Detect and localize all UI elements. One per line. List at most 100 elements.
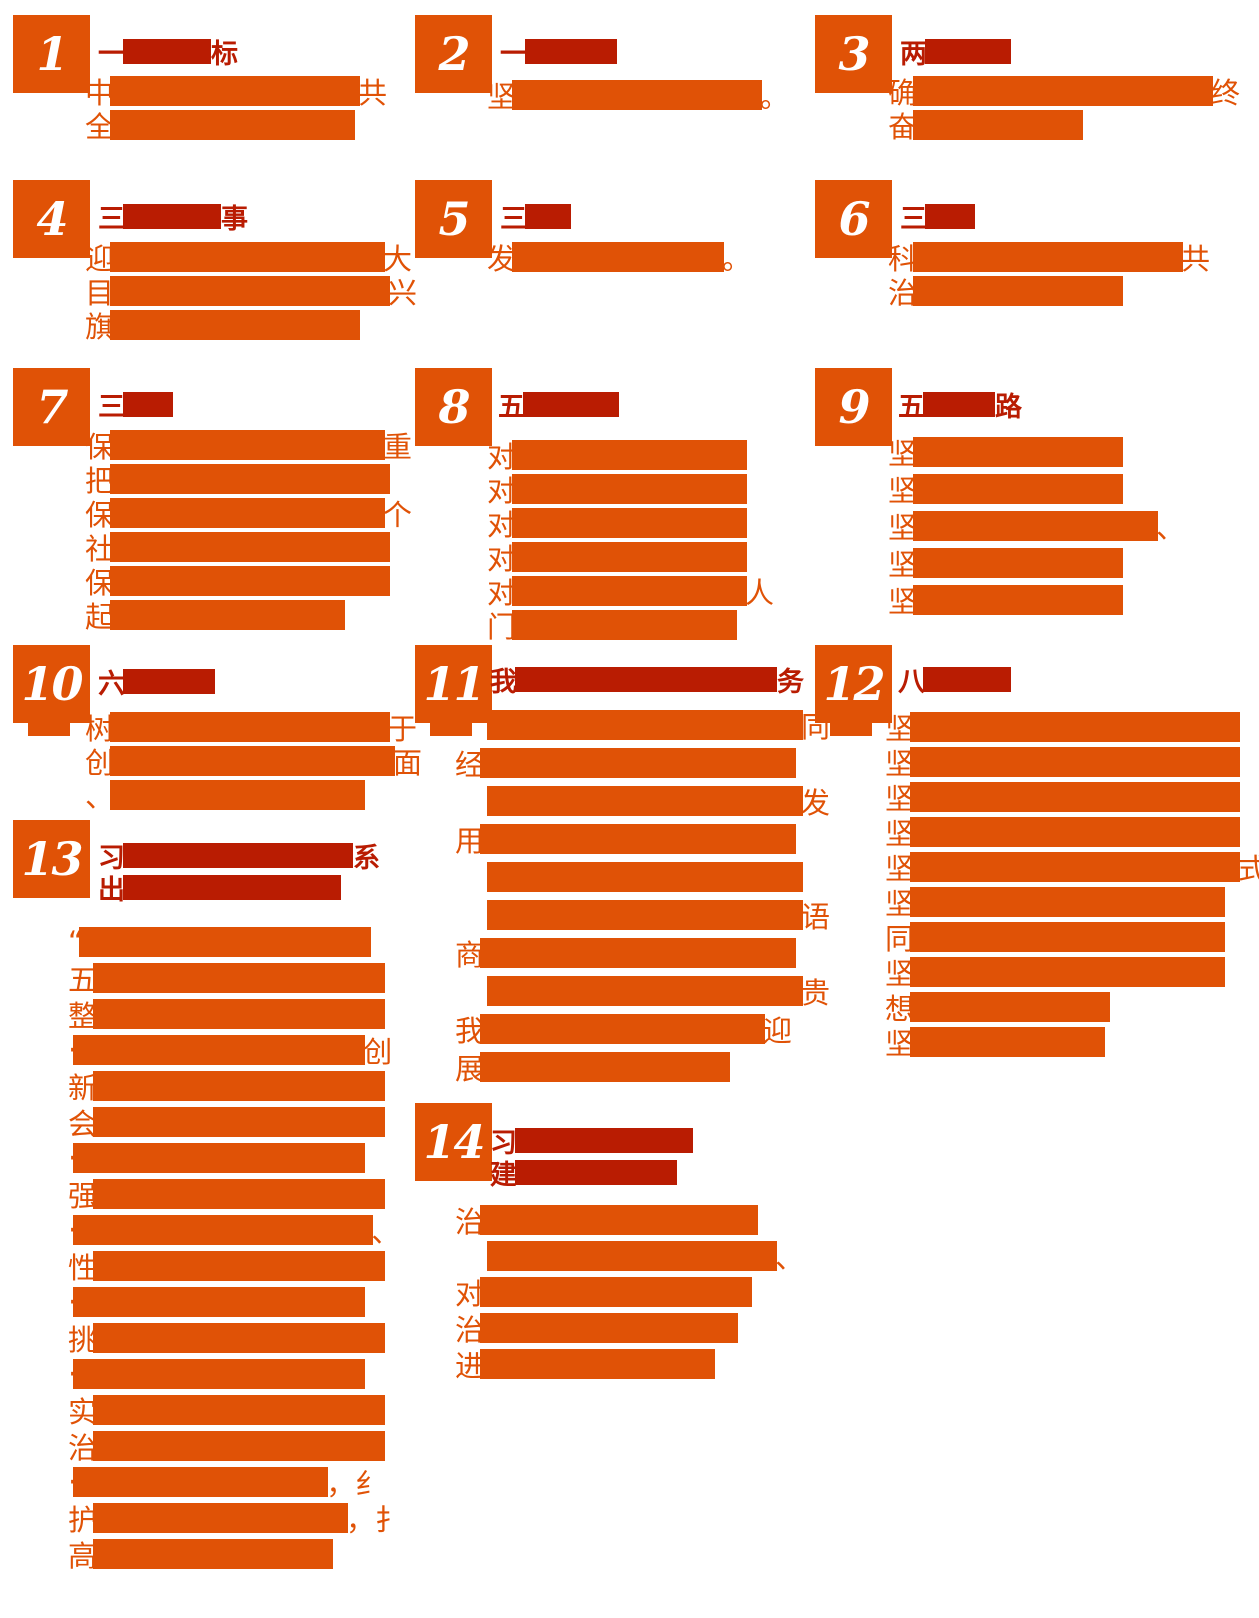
body-visible-text: 对 [487,473,517,508]
body-visible-text: 对 [487,575,517,610]
body-visible-text: ，纟 [326,1466,385,1501]
item-6-number-badge: 6 [815,180,892,258]
item-14-body-line: 治 [455,1311,739,1347]
body-visible-text: 起 [85,599,115,634]
item-12-body-line: 坚 [885,885,1226,921]
item-3-number-badge: 3 [815,15,892,93]
body-redaction-block [913,75,1214,106]
item-8-body-line: 对 [487,506,748,542]
body-redaction-block [480,1013,766,1044]
body-redaction-block [110,779,366,810]
item-11-body-line: 语 [455,898,830,934]
body-visible-text: 共 [1181,241,1211,276]
body-redaction-block [73,1286,366,1317]
body-visible-text: 实 [68,1394,98,1429]
body-visible-text: 坚 [888,510,918,545]
item-7-body-line: 保重 [85,428,412,464]
heading-visible-text: 出 [98,874,125,906]
body-visible-text: 中 [85,75,115,110]
body-redaction-block [512,79,763,110]
body-visible-text: 科 [888,241,918,276]
body-redaction-block [73,1358,366,1389]
body-visible-text: 商 [455,937,485,972]
item-3-body-line: 奋 [888,108,1084,144]
item-8-heading: 五 [498,389,621,423]
body-redaction-block [512,575,748,606]
body-redaction-block [93,1250,386,1281]
body-visible-text: 、 [371,1214,401,1249]
badge-bottom-tab [28,723,70,736]
item-12-heading: 八 [898,664,1013,698]
item-11-number-badge: 11 [415,645,492,723]
body-visible-text: 五 [68,962,98,997]
item-11-body-line: 贵 [455,974,830,1010]
item-13-heading: 出 [98,872,343,906]
body-redaction-block [93,1394,386,1425]
heading-visible-text: 三 [98,203,125,235]
body-redaction-block [480,1051,731,1082]
item-12-body-line: 坚 [885,710,1241,746]
item-13-number-badge: 13 [13,820,90,898]
heading-visible-text: 我 [490,666,517,698]
heading-visible-text: 三 [500,203,527,235]
body-redaction-block [910,816,1241,847]
item-8-body-line: 对 [487,472,748,508]
heading-visible-text: 建 [490,1159,517,1191]
item-12-number-badge: 12 [815,645,892,723]
heading-redaction-block [523,391,619,417]
heading-redaction-block [925,38,1011,64]
body-visible-text: 高 [68,1538,98,1573]
item-12-body-line: 坚 [885,1025,1106,1061]
item-7-body-line: 把 [85,462,391,498]
heading-visible-text: 习 [98,842,125,874]
body-redaction-block [910,956,1226,987]
body-redaction-block [110,711,391,742]
body-visible-text: 发 [487,241,517,276]
body-visible-text: 语 [801,899,831,934]
item-11-body-line: 商 [455,936,797,972]
body-redaction-block [110,429,386,460]
heading-visible-text: 八 [898,666,925,698]
body-visible-text: 坚 [885,746,915,781]
body-redaction-block [93,1106,386,1137]
item-1-body-line: 全 [85,108,356,144]
body-visible-text: 大 [383,241,413,276]
item-6-body-line: 科共 [888,240,1210,276]
heading-visible-text: 标 [211,38,238,70]
body-redaction-block [480,1204,759,1235]
body-redaction-block [110,75,361,106]
body-visible-text: 树 [85,711,115,746]
item-13-body-line: ·、 [68,1213,400,1249]
heading-redaction-block [923,391,995,417]
body-visible-text: 整 [68,998,98,1033]
body-visible-text: 会 [68,1106,98,1141]
body-redaction-block [910,886,1226,917]
item-4-body-line: 目兴 [85,274,417,310]
body-redaction-block [910,851,1241,882]
body-visible-text: 想 [885,991,915,1026]
item-11-heading: 我务 [490,664,804,698]
body-visible-text: 治 [888,275,918,310]
item-13-body-line: · ，纟 [68,1465,384,1501]
body-visible-text: 保 [85,429,115,464]
item-9-heading: 五路 [898,389,1022,423]
body-visible-text: 终 [1211,75,1241,110]
body-visible-text: ，扌 [346,1502,405,1537]
heading-redaction-block [123,391,173,417]
body-visible-text: 坚 [885,851,915,886]
body-redaction-block [93,1502,349,1533]
heading-visible-text: 事 [221,203,248,235]
item-13-body-line: 五 [68,961,386,997]
item-6-heading: 三 [900,201,977,235]
body-redaction-block [910,1026,1106,1057]
heading-visible-text: 系 [353,842,380,874]
body-visible-text: 面 [393,745,423,780]
item-9-number-badge: 9 [815,368,892,446]
body-redaction-block [480,1276,753,1307]
heading-redaction-block [123,668,215,694]
body-visible-text: 创 [85,745,115,780]
body-visible-text: 新 [68,1070,98,1105]
body-redaction-block [913,275,1124,306]
body-visible-text: 人 [745,575,775,610]
